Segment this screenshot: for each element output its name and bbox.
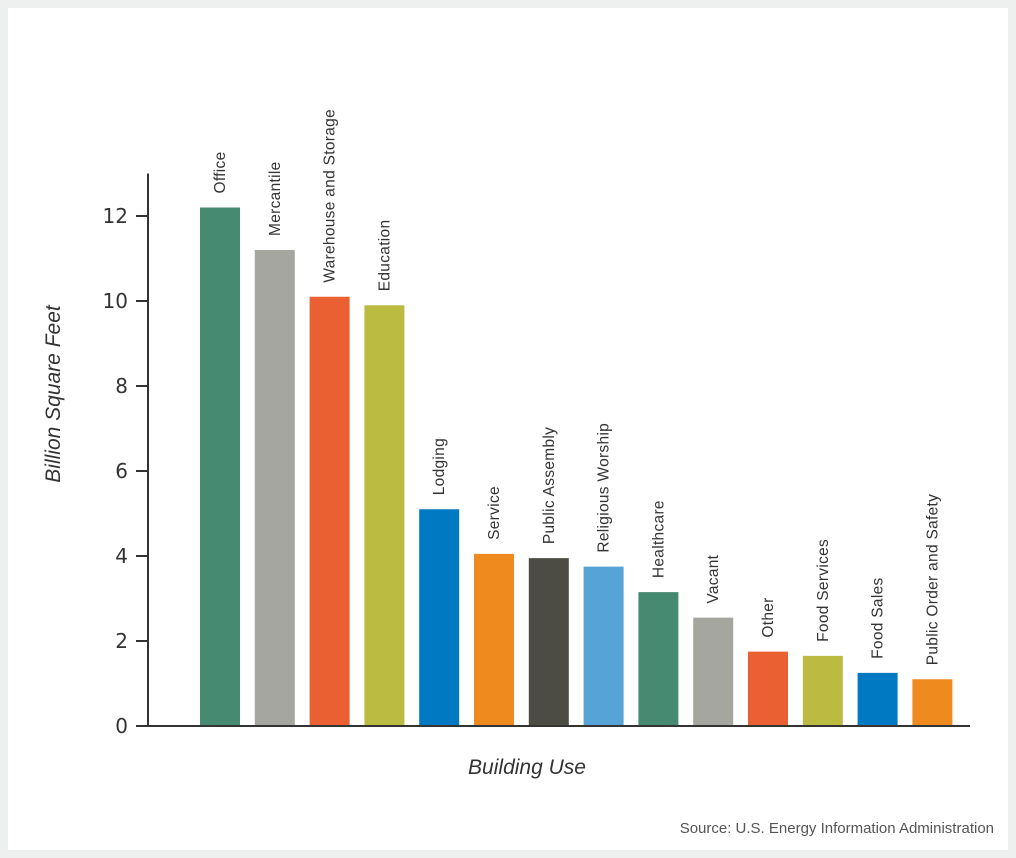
bar-lodging [419,509,460,726]
bar-healthcare [638,592,679,726]
bar-education [364,305,405,726]
bar-labels: Office Mercantile Warehouse and Storage Edu… [212,109,941,665]
bar-vacant [693,617,734,726]
bar-label: Religious Worship [596,423,613,553]
bar-service [474,553,514,726]
bar-chart: 0 2 4 6 8 10 12 Office Mercantile Warehouse and … [42,109,994,837]
bar-label: Warehouse and Storage [322,109,339,283]
y-axis-title: Billion Square Feet [42,304,65,483]
bar-mercantile [254,250,295,726]
bar-public-order-and-safety [912,679,953,726]
y-tick-label: 0 [115,714,128,738]
bar-other [748,651,788,726]
bar-label: Food Sales [870,577,887,658]
bar-label: Food Services [815,539,832,642]
bar-religious-worship [583,566,624,726]
y-tick-label: 6 [115,459,128,483]
bar-label: Healthcare [650,500,667,578]
bar-label: Service [486,486,503,540]
bars [200,207,953,726]
bar-label: Vacant [705,554,722,603]
bar-food-services [802,655,843,726]
y-tick-label: 2 [115,629,128,653]
source-note: Source: U.S. Energy Information Administ… [680,820,994,837]
bar-public-assembly [528,558,569,726]
bar-warehouse-and-storage [309,296,350,726]
bar-label: Public Order and Safety [924,494,941,665]
chart-card: 0 2 4 6 8 10 12 Office Mercantile Warehouse and … [8,8,1008,850]
bar-label: Lodging [431,438,448,495]
bar-label: Mercantile [267,162,284,237]
bar-office [200,207,240,726]
y-axis: 0 2 4 6 8 10 12 [103,204,148,738]
y-tick-label: 4 [115,544,128,568]
bar-label: Education [376,220,393,292]
bar-label: Office [212,151,229,193]
x-axis-title: Building Use [468,756,586,779]
bar-label: Public Assembly [541,427,558,544]
y-tick-label: 8 [115,374,128,398]
y-tick-label: 12 [103,204,128,228]
y-tick-label: 10 [103,289,128,313]
bar-food-sales [857,672,898,726]
bar-label: Other [760,597,777,637]
